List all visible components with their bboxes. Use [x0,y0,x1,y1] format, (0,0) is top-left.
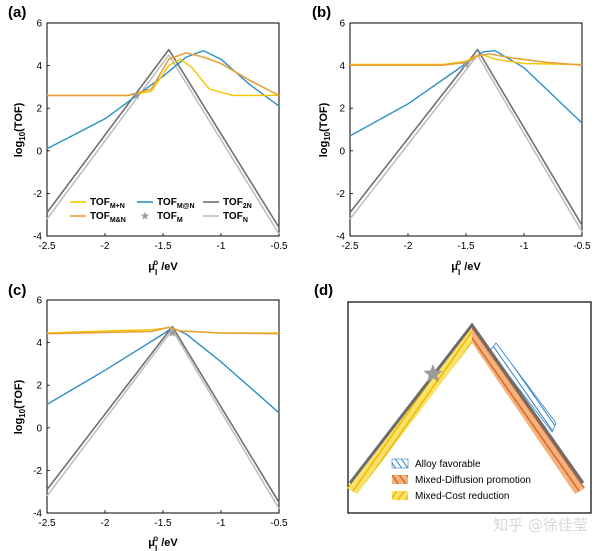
x-tick-label: -2.5 [38,241,56,252]
y-tick-label: 4 [339,61,345,72]
legend-label: TOFM@N [157,197,195,210]
y-tick-label: 0 [339,146,345,157]
x-tick-label: -1 [217,518,226,529]
panel-a-ticks: -2.5 -2 -1.5 -1 -0.5 -4 -2 0 2 4 6 [33,19,288,253]
y-tick-label: 0 [36,146,42,157]
panel-a: (a) -2.5 -2 -1.5 -1 -0.5 -4 -2 0 2 4 6 μIo /eV log… [8,4,288,277]
y-tick-label: 4 [36,338,42,349]
watermark-text: 知乎 @徐佳莹 [493,516,588,534]
y-tick-label: -4 [33,509,42,520]
x-tick-label: -2 [101,518,110,529]
panel-b-star-layer [461,60,471,69]
legend-star-marker [140,211,150,220]
panel-c: (c) -2.5 -2 -1.5 -1 -0.5 -4 -2 0 2 4 6 μIo /eV log… [8,282,288,551]
panel-a-star-layer [132,90,141,100]
y-tick-label: -2 [33,466,42,477]
y-tick-label: 2 [339,104,345,115]
star-marker [132,90,141,100]
panel-b-xlabel: μIo /eV [451,258,481,277]
panel-b: (b) -2.5 -2 -1.5 -1 -0.5 -4 -2 0 2 4 6 μIo /eV log… [312,4,591,277]
y-tick-label: -2 [33,189,42,200]
x-tick-label: -2.5 [38,518,56,529]
series-line-mn [350,53,583,66]
panel-d: (d) Alloy favorable Mixed-Diffusion prom… [314,282,592,534]
series-line-2n [349,48,583,226]
series-line-2n [46,325,280,503]
panel-a-letter: (a) [8,4,26,21]
volcano-ridge-line [348,322,585,484]
legend-label-alloy: Alloy favorable [415,459,481,470]
panel-b-ticks: -2.5 -2 -1.5 -1 -0.5 -4 -2 0 2 4 6 [336,19,591,253]
y-tick-label: 4 [36,61,42,72]
legend-swatch-cost [392,491,408,500]
star-marker [461,60,471,69]
blue-hatched-band [489,342,557,433]
panel-c-series-layer [46,325,280,510]
panel-c-letter: (c) [8,282,26,299]
panel-b-ylabel: log10(TOF) [318,102,332,157]
y-tick-label: -2 [336,189,345,200]
y-tick-label: 6 [36,296,42,307]
legend-label: TOFM&N [90,211,126,224]
y-tick-label: 6 [36,19,42,30]
y-tick-label: 6 [339,19,345,30]
legend-label: TOFM+N [90,197,125,210]
star-marker-icon [423,364,443,383]
panel-b-letter: (b) [312,4,331,21]
panel-c-ylabel: log10(TOF) [13,379,27,434]
x-tick-label: -0.5 [573,241,591,252]
legend-label: TOFN [223,211,248,224]
panel-d-legend: Alloy favorable Mixed-Diffusion promotio… [391,458,531,502]
series-line-mn [46,327,280,414]
panel-c-star-layer [168,328,177,337]
series-line-mn [46,326,280,335]
x-tick-label: -2.5 [341,241,359,252]
series-line-n [46,54,280,235]
x-tick-label: -1.5 [154,241,172,252]
y-tick-label: 2 [36,381,42,392]
x-tick-label: -2 [404,241,413,252]
series-line-mn [349,50,583,137]
legend-swatch-alloy [391,458,409,469]
legend-label: TOFM [157,211,183,224]
y-tick-label: -4 [33,232,42,243]
x-tick-label: -0.5 [270,518,288,529]
x-tick-label: -1 [520,241,529,252]
panel-c-xlabel: μIo /eV [148,534,178,551]
y-tick-label: -4 [336,232,345,243]
panel-a-ylabel: log10(TOF) [13,102,27,157]
panel-b-series-layer [349,48,583,233]
panel-b-axes-frame [349,22,583,237]
x-tick-label: -1 [217,241,226,252]
x-tick-label: -1.5 [457,241,475,252]
panel-a-xlabel: μIo /eV [148,258,178,277]
series-line-n [349,54,583,233]
series-line-mn [46,50,280,150]
x-tick-label: -1.5 [154,518,172,529]
legend-label: TOF2N [223,197,252,210]
y-tick-label: 0 [36,423,42,434]
legend-label-diffusion: Mixed-Diffusion promotion [415,475,531,486]
x-tick-label: -2 [101,241,110,252]
legend-swatch-diffusion [392,475,408,484]
panel-d-letter: (d) [314,282,333,299]
series-line-n [46,328,280,510]
x-tick-label: -0.5 [270,241,288,252]
panel-c-ticks: -2.5 -2 -1.5 -1 -0.5 -4 -2 0 2 4 6 [33,296,288,530]
legend-label-cost: Mixed-Cost reduction [415,491,509,502]
star-marker [168,328,177,337]
series-line-2n [46,48,280,228]
y-tick-label: 2 [36,104,42,115]
panel-a-legend: TOFM+N TOFM@N TOF2N TOFM&N TOFM TOFN [70,197,252,224]
